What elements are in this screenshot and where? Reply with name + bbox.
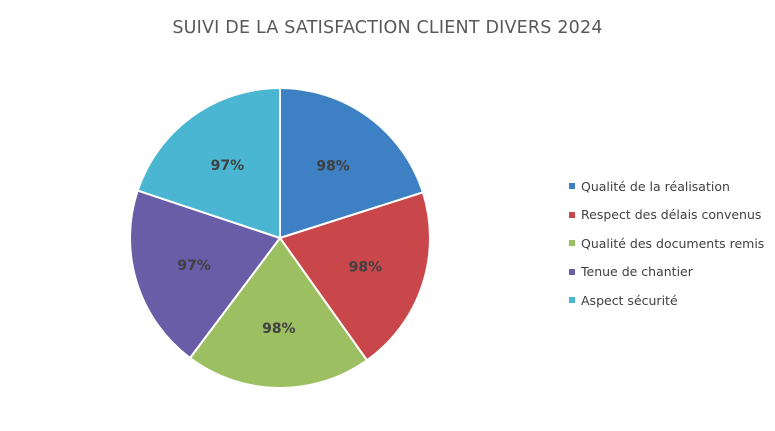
data-label: 98% xyxy=(349,259,383,275)
legend-item: Respect des délais convenus xyxy=(569,201,764,230)
data-label: 98% xyxy=(316,158,350,174)
pie-slice-1 xyxy=(279,86,425,240)
data-label: 97% xyxy=(211,158,245,174)
pie-slice-3 xyxy=(188,236,369,389)
pie-slice-4 xyxy=(129,189,282,360)
legend-swatch xyxy=(569,297,575,304)
legend-item: Aspect sécurité xyxy=(569,286,764,315)
legend-swatch xyxy=(569,183,575,190)
legend-label: Qualité des documents remis xyxy=(581,235,765,251)
legend: Qualité de la réalisation Respect des dél… xyxy=(569,172,764,315)
legend-swatch xyxy=(569,211,575,218)
pie-slice-2 xyxy=(278,191,431,362)
legend-label: Qualité de la réalisation xyxy=(581,178,730,194)
legend-label: Aspect sécurité xyxy=(581,292,678,308)
legend-swatch xyxy=(569,240,575,247)
data-label: 98% xyxy=(262,321,296,337)
pie-slice-5 xyxy=(136,86,281,240)
legend-swatch xyxy=(569,268,575,275)
data-label: 97% xyxy=(177,258,211,274)
legend-item: Qualité des documents remis xyxy=(569,229,764,258)
legend-label: Respect des délais convenus xyxy=(581,207,762,223)
legend-item: Qualité de la réalisation xyxy=(569,172,764,201)
legend-label: Tenue de chantier xyxy=(581,264,693,280)
legend-item: Tenue de chantier xyxy=(569,258,764,287)
chart-title: SUIVI DE LA SATISFACTION CLIENT DIVERS 2… xyxy=(172,18,603,38)
